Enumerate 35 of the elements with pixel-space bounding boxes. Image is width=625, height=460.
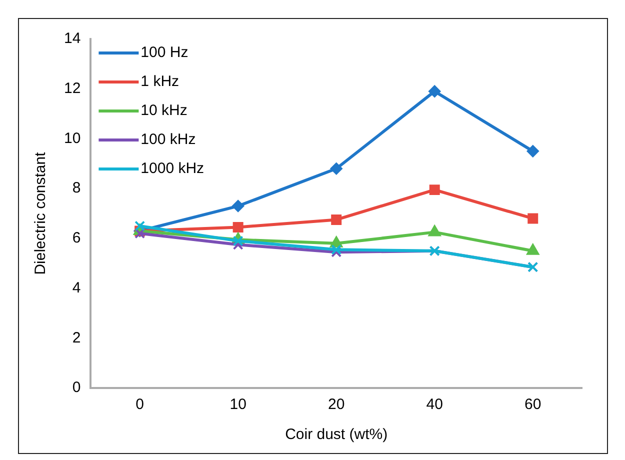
point xyxy=(134,228,146,239)
point xyxy=(331,244,342,255)
x-tick-label: 40 xyxy=(426,396,443,414)
point xyxy=(528,213,538,224)
legend-label: 1000 kHz xyxy=(140,160,204,178)
point xyxy=(331,214,342,225)
y-tick-label: 14 xyxy=(64,30,81,48)
point xyxy=(134,220,146,232)
point xyxy=(429,184,440,196)
x-axis-title: Coir dust (wt%) xyxy=(285,426,388,444)
point xyxy=(428,225,441,236)
y-tick-label: 4 xyxy=(72,279,81,296)
y-tick-label: 10 xyxy=(64,130,81,147)
point xyxy=(232,236,244,246)
x-tick-label: 20 xyxy=(328,396,345,414)
point xyxy=(232,200,244,212)
x-tick-label: 0 xyxy=(136,396,144,414)
point xyxy=(428,85,441,98)
y-axis-title: Dielectric constant xyxy=(32,151,50,275)
y-tick-label: 2 xyxy=(72,329,81,346)
x-tick-label: 10 xyxy=(230,396,246,414)
y-tick-label: 6 xyxy=(72,230,81,247)
legend-label: 10 kHz xyxy=(140,102,188,120)
y-tick-label: 12 xyxy=(64,80,81,97)
legend-label: 100 Hz xyxy=(140,44,188,62)
x-tick-label: 60 xyxy=(524,396,542,414)
legend-label: 100 kHz xyxy=(140,131,196,148)
point xyxy=(232,222,244,232)
legend-label: 1 kHz xyxy=(140,73,180,90)
point xyxy=(526,244,540,255)
point xyxy=(330,162,342,175)
point xyxy=(331,246,342,258)
point xyxy=(526,145,539,158)
y-tick-label: 0 xyxy=(72,379,81,396)
y-tick-label: 8 xyxy=(72,180,81,197)
